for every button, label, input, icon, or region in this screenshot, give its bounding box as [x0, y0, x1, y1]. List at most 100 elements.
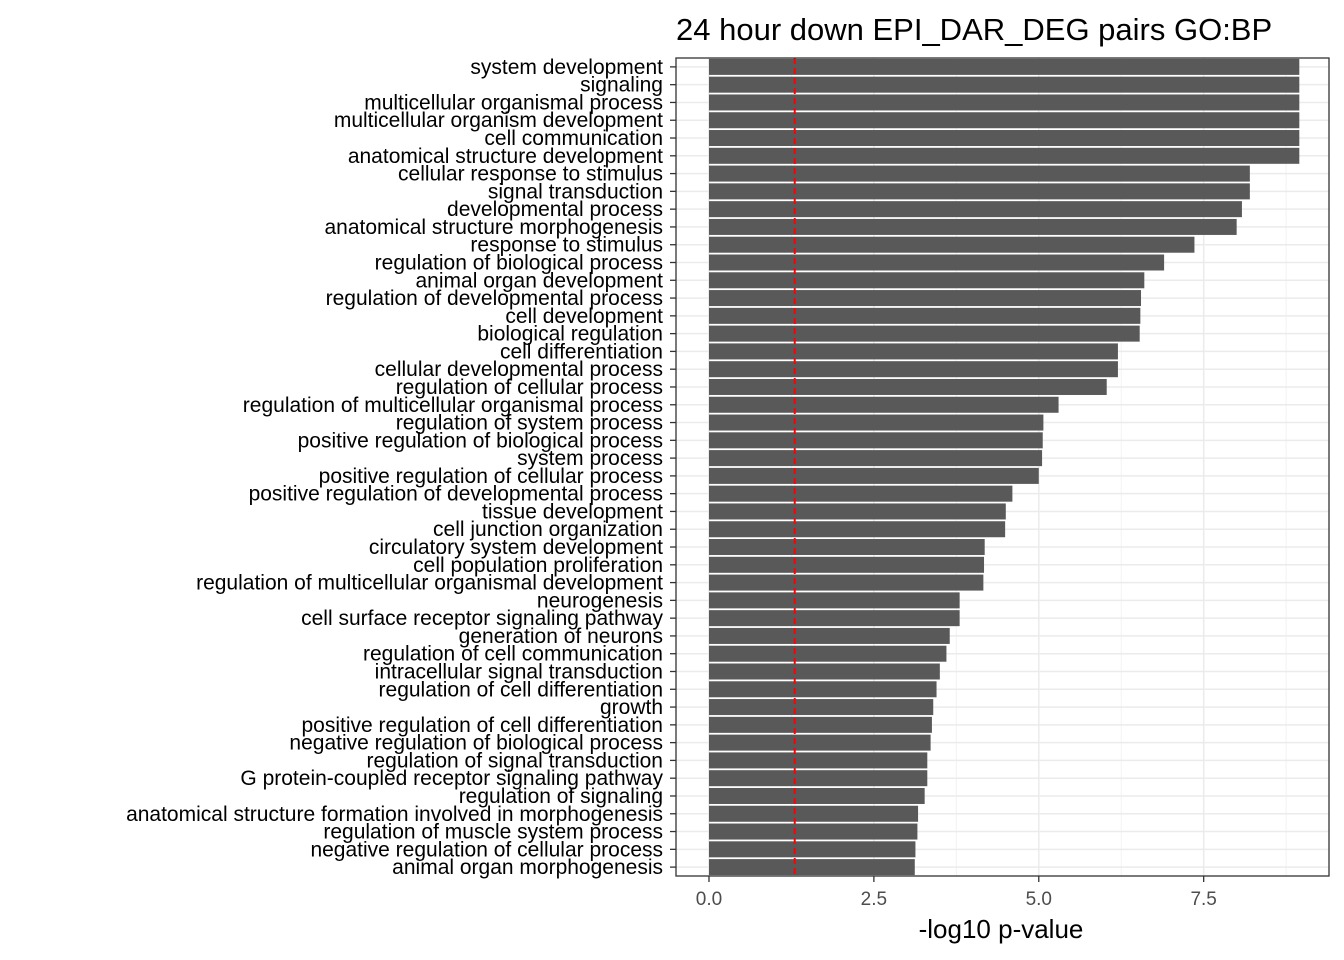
category-label: signaling [580, 74, 663, 97]
category-label: anatomical structure formation involved … [126, 803, 663, 826]
bar [708, 467, 1039, 484]
bar [708, 627, 950, 644]
category-label: cell surface receptor signaling pathway [301, 607, 663, 630]
category-label: multicellular organism development [334, 109, 663, 132]
x-tick-label: 5.0 [1026, 889, 1052, 910]
x-axis: 0.0 2.5 5.0 7.5 [696, 876, 1217, 910]
category-label: cell development [505, 305, 663, 328]
bar [708, 450, 1043, 467]
category-label: cellular response to stimulus [398, 163, 663, 186]
bar [708, 859, 915, 876]
category-label: cellular developmental process [375, 358, 663, 381]
bar [708, 58, 1300, 75]
category-label: anatomical structure development [348, 145, 663, 168]
category-label: circulatory system development [369, 536, 663, 559]
bar [708, 325, 1140, 342]
bar [708, 734, 931, 751]
bar [708, 574, 984, 591]
category-label: cell population proliferation [413, 554, 663, 577]
bar [708, 503, 1006, 520]
category-label: system development [470, 56, 663, 79]
bar [708, 272, 1145, 289]
category-label: cell junction organization [433, 518, 663, 541]
category-label: system process [517, 447, 663, 470]
bar [708, 699, 934, 716]
category-label: regulation of multicellular organismal d… [196, 572, 663, 595]
bar [708, 556, 985, 573]
category-label: generation of neurons [459, 625, 663, 648]
category-label: regulation of muscle system process [323, 821, 663, 844]
category-label: cell differentiation [500, 340, 663, 363]
bar [708, 201, 1242, 218]
bar [708, 521, 1006, 538]
category-label: regulation of cell differentiation [379, 678, 663, 701]
bar [708, 645, 947, 662]
bar [708, 681, 937, 698]
category-label: cell communication [484, 127, 663, 150]
bar [708, 414, 1044, 431]
bar [708, 218, 1237, 235]
bar [708, 236, 1195, 253]
x-tick-label: 2.5 [861, 889, 887, 910]
category-label: neurogenesis [537, 589, 663, 612]
category-label: anatomical structure morphogenesis [324, 216, 663, 239]
x-tick-label: 7.5 [1190, 889, 1216, 910]
category-label: regulation of developmental process [326, 287, 663, 310]
bar [708, 770, 928, 787]
category-label: negative regulation of cellular process [310, 838, 663, 861]
category-label: positive regulation of cell differentiat… [301, 714, 663, 737]
bar [708, 254, 1165, 271]
bar [708, 378, 1107, 395]
x-tick-label: 0.0 [696, 889, 722, 910]
category-label: regulation of cellular process [396, 376, 663, 399]
category-label: regulation of biological process [375, 252, 663, 275]
bar [708, 805, 919, 822]
category-label: positive regulation of cellular process [319, 465, 663, 488]
bar [708, 147, 1300, 164]
category-label: regulation of signaling [459, 785, 663, 808]
bar [708, 485, 1013, 502]
category-label: tissue development [482, 500, 663, 523]
bar [708, 841, 916, 858]
bar [708, 752, 928, 769]
x-axis-title: -log10 p-value [919, 914, 1084, 944]
bar [708, 343, 1118, 360]
bar [708, 823, 918, 840]
bar [708, 165, 1250, 182]
category-label: regulation of signal transduction [366, 749, 663, 772]
bar [708, 539, 985, 556]
category-label: positive regulation of developmental pro… [249, 483, 663, 506]
bar [708, 663, 940, 680]
category-label: regulation of cell communication [363, 643, 663, 666]
category-label: negative regulation of biological proces… [289, 732, 663, 755]
category-label: growth [600, 696, 663, 719]
bar [708, 610, 960, 627]
category-label: animal organ morphogenesis [392, 856, 663, 879]
bar [708, 290, 1142, 307]
category-label: intracellular signal transduction [375, 661, 663, 684]
plot-border [675, 57, 1330, 877]
bar [708, 787, 925, 804]
bar [708, 76, 1300, 93]
category-label: G protein-coupled receptor signaling pat… [240, 767, 663, 790]
category-label: biological regulation [477, 323, 663, 346]
category-label: animal organ development [416, 269, 664, 292]
bar [708, 183, 1250, 200]
bars [708, 58, 1300, 876]
chart-title: 24 hour down EPI_DAR_DEG pairs GO:BP [676, 12, 1272, 47]
category-label: positive regulation of biological proces… [298, 429, 663, 452]
bar [708, 307, 1141, 324]
category-label: signal transduction [488, 180, 663, 203]
bar [708, 130, 1300, 147]
category-label: regulation of multicellular organismal p… [243, 394, 663, 417]
bar [708, 361, 1118, 378]
bar [708, 94, 1300, 111]
bar [708, 716, 932, 733]
bar [708, 432, 1043, 449]
bar [708, 396, 1059, 413]
category-label: regulation of system process [396, 412, 663, 435]
category-label: response to stimulus [470, 234, 663, 257]
bar [708, 112, 1300, 129]
